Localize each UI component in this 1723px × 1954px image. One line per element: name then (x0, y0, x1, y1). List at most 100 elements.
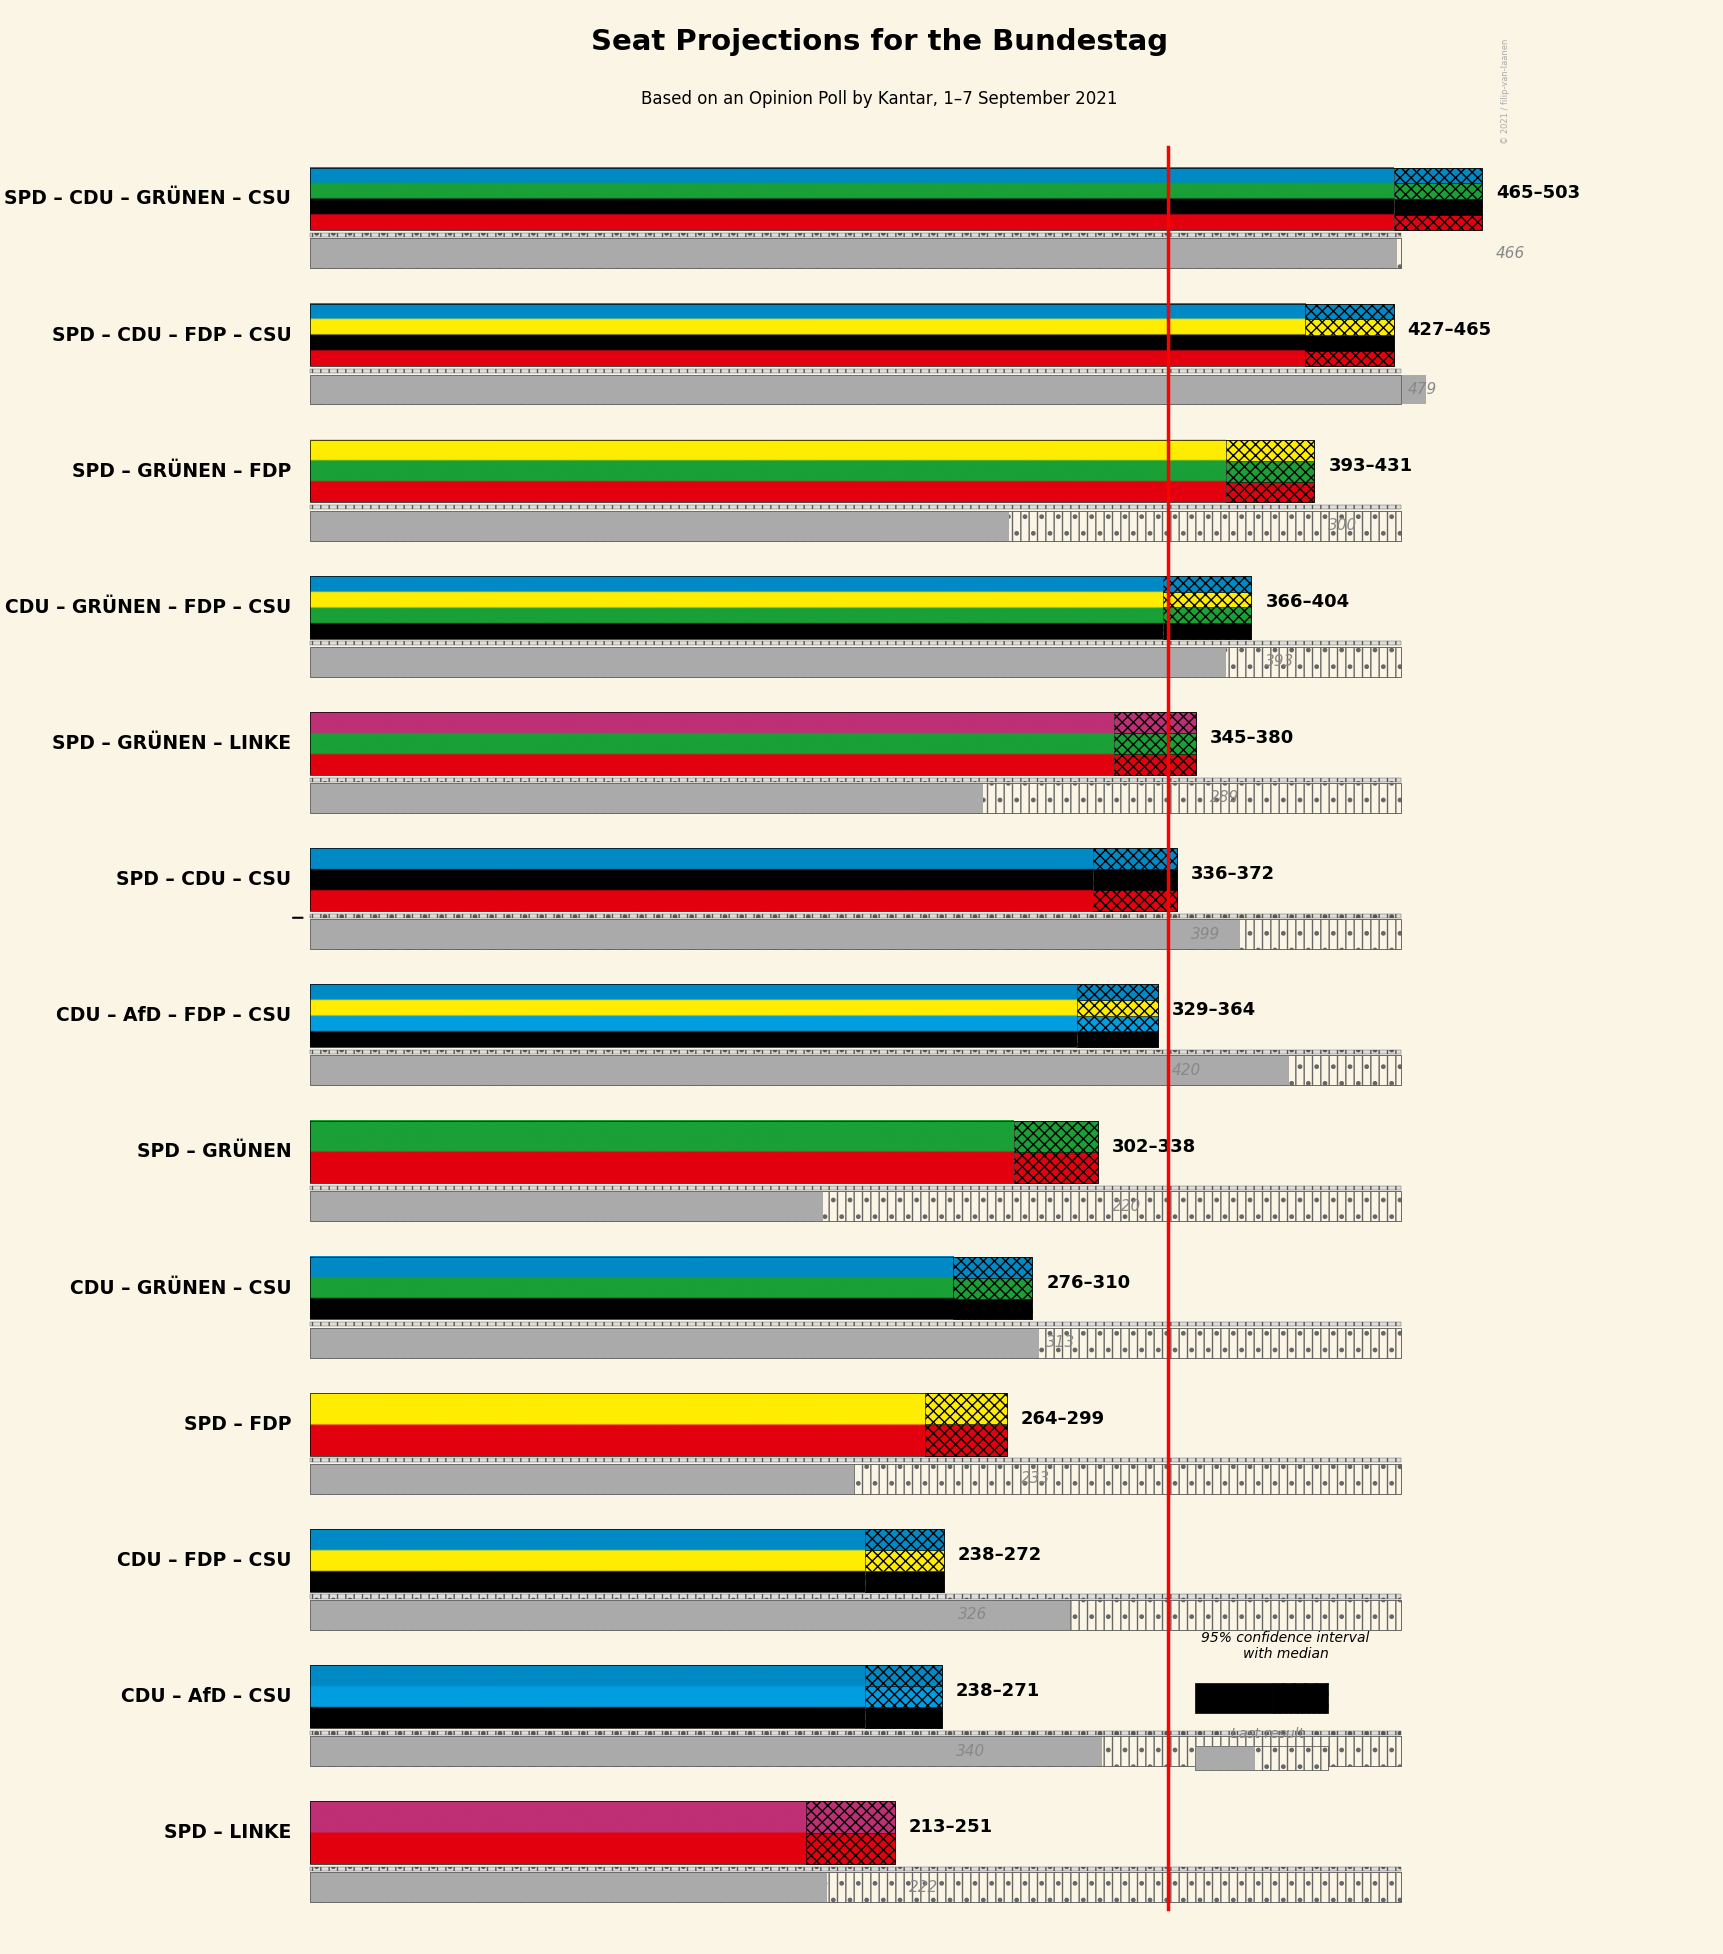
Bar (806, 1802, 894, 1833)
Bar (310, 647, 1399, 676)
Text: 399: 399 (1191, 926, 1220, 942)
Bar (1092, 891, 1177, 911)
Bar (310, 647, 1399, 676)
Bar (1163, 592, 1251, 608)
Bar (310, 1872, 1399, 1901)
Text: 345–380: 345–380 (1210, 729, 1292, 746)
Text: 340: 340 (955, 1743, 984, 1759)
Bar (806, 1833, 894, 1864)
Bar (865, 1550, 942, 1571)
Bar (925, 1393, 1006, 1424)
Text: SPD – LINKE: SPD – LINKE (164, 1823, 291, 1843)
Bar (310, 1256, 1032, 1319)
Bar (310, 375, 1399, 404)
Bar (310, 1192, 1399, 1221)
Text: SPD – GRÜNEN: SPD – GRÜNEN (136, 1143, 291, 1161)
Text: 479: 479 (1406, 381, 1435, 397)
Bar (1113, 711, 1194, 733)
Bar (310, 1192, 822, 1221)
Bar (1077, 1000, 1158, 1016)
Bar (310, 1458, 1399, 1462)
Bar (310, 375, 1425, 404)
Bar (310, 1872, 1399, 1901)
Bar (1194, 1682, 1273, 1714)
Bar (310, 1055, 1289, 1084)
Bar (1304, 334, 1392, 350)
Text: SPD – CDU – FDP – CSU: SPD – CDU – FDP – CSU (52, 326, 291, 344)
Bar (310, 1055, 1399, 1084)
Text: 220: 220 (1111, 1200, 1141, 1213)
Text: SPD – GRÜNEN – LINKE: SPD – GRÜNEN – LINKE (52, 735, 291, 752)
Bar (1225, 461, 1313, 481)
Bar (310, 506, 1399, 510)
Text: 300: 300 (1328, 518, 1356, 533)
Bar (1392, 215, 1482, 231)
Bar (1392, 199, 1482, 215)
Bar (310, 1735, 1399, 1766)
Bar (310, 914, 1399, 918)
Text: 465–503: 465–503 (1496, 184, 1580, 203)
Text: 276–310: 276–310 (1046, 1274, 1130, 1292)
Bar (310, 1594, 1399, 1598)
Text: SPD – FDP: SPD – FDP (184, 1415, 291, 1434)
Bar (310, 233, 1399, 236)
Bar (310, 510, 1399, 541)
Text: 420: 420 (1172, 1063, 1201, 1079)
Bar (865, 1571, 942, 1593)
Text: 233: 233 (1020, 1471, 1049, 1487)
Bar (310, 1393, 1006, 1456)
Bar (310, 918, 1399, 950)
Bar (865, 1686, 941, 1708)
Text: 326: 326 (958, 1608, 987, 1622)
Bar (1273, 1682, 1327, 1714)
Bar (865, 1665, 941, 1686)
Bar (310, 848, 1177, 911)
Bar (310, 1055, 1399, 1084)
Bar (310, 784, 1399, 813)
Bar (310, 1665, 941, 1727)
Bar (310, 375, 1399, 404)
Bar (310, 1186, 1399, 1190)
Text: Seat Projections for the Bundestag: Seat Projections for the Bundestag (591, 27, 1168, 57)
Bar (1077, 1016, 1158, 1032)
Bar (1194, 1745, 1327, 1770)
Bar (1304, 303, 1392, 319)
Text: 238–272: 238–272 (958, 1546, 1041, 1563)
Bar (1163, 623, 1251, 639)
Bar (310, 510, 1008, 541)
Bar (310, 1600, 1399, 1630)
Text: CDU – AfD – CSU: CDU – AfD – CSU (121, 1686, 291, 1706)
Bar (310, 1530, 942, 1593)
Text: SPD – GRÜNEN – FDP: SPD – GRÜNEN – FDP (72, 461, 291, 481)
Text: 466: 466 (1496, 246, 1525, 260)
Bar (310, 1327, 1399, 1358)
Text: CDU – FDP – CSU: CDU – FDP – CSU (117, 1551, 291, 1569)
Text: 393: 393 (1265, 655, 1294, 670)
Bar (1077, 1032, 1158, 1047)
Text: 313: 313 (1046, 1335, 1075, 1350)
Bar (1013, 1122, 1098, 1153)
Text: 427–465: 427–465 (1406, 320, 1490, 338)
Bar (310, 784, 982, 813)
Bar (953, 1256, 1032, 1278)
Bar (310, 238, 1399, 268)
Bar (310, 303, 1392, 365)
Bar (1392, 168, 1482, 184)
Bar (310, 440, 1313, 502)
Bar (310, 168, 1482, 231)
Bar (310, 711, 1194, 776)
Bar (310, 1192, 1399, 1221)
Bar (310, 985, 1158, 1047)
Bar (310, 1735, 1399, 1766)
Text: 222: 222 (908, 1880, 937, 1895)
Text: 336–372: 336–372 (1191, 866, 1275, 883)
Bar (310, 1464, 1399, 1493)
Bar (1304, 350, 1392, 365)
Text: 393–431: 393–431 (1328, 457, 1411, 475)
Bar (953, 1278, 1032, 1299)
Bar (953, 1299, 1032, 1319)
Bar (310, 1802, 894, 1864)
Text: 302–338: 302–338 (1111, 1137, 1196, 1155)
Text: Based on an Opinion Poll by Kantar, 1–7 September 2021: Based on an Opinion Poll by Kantar, 1–7 … (641, 90, 1117, 107)
Bar (310, 1323, 1399, 1327)
